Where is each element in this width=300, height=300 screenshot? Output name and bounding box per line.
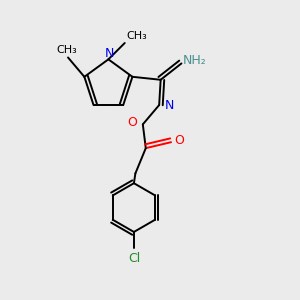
Text: O: O (175, 134, 184, 147)
Text: CH₃: CH₃ (126, 31, 147, 41)
Text: CH₃: CH₃ (56, 45, 77, 55)
Text: O: O (128, 116, 137, 129)
Text: N: N (164, 98, 174, 112)
Text: N: N (105, 47, 115, 61)
Text: Cl: Cl (128, 252, 140, 265)
Text: NH₂: NH₂ (183, 54, 207, 67)
